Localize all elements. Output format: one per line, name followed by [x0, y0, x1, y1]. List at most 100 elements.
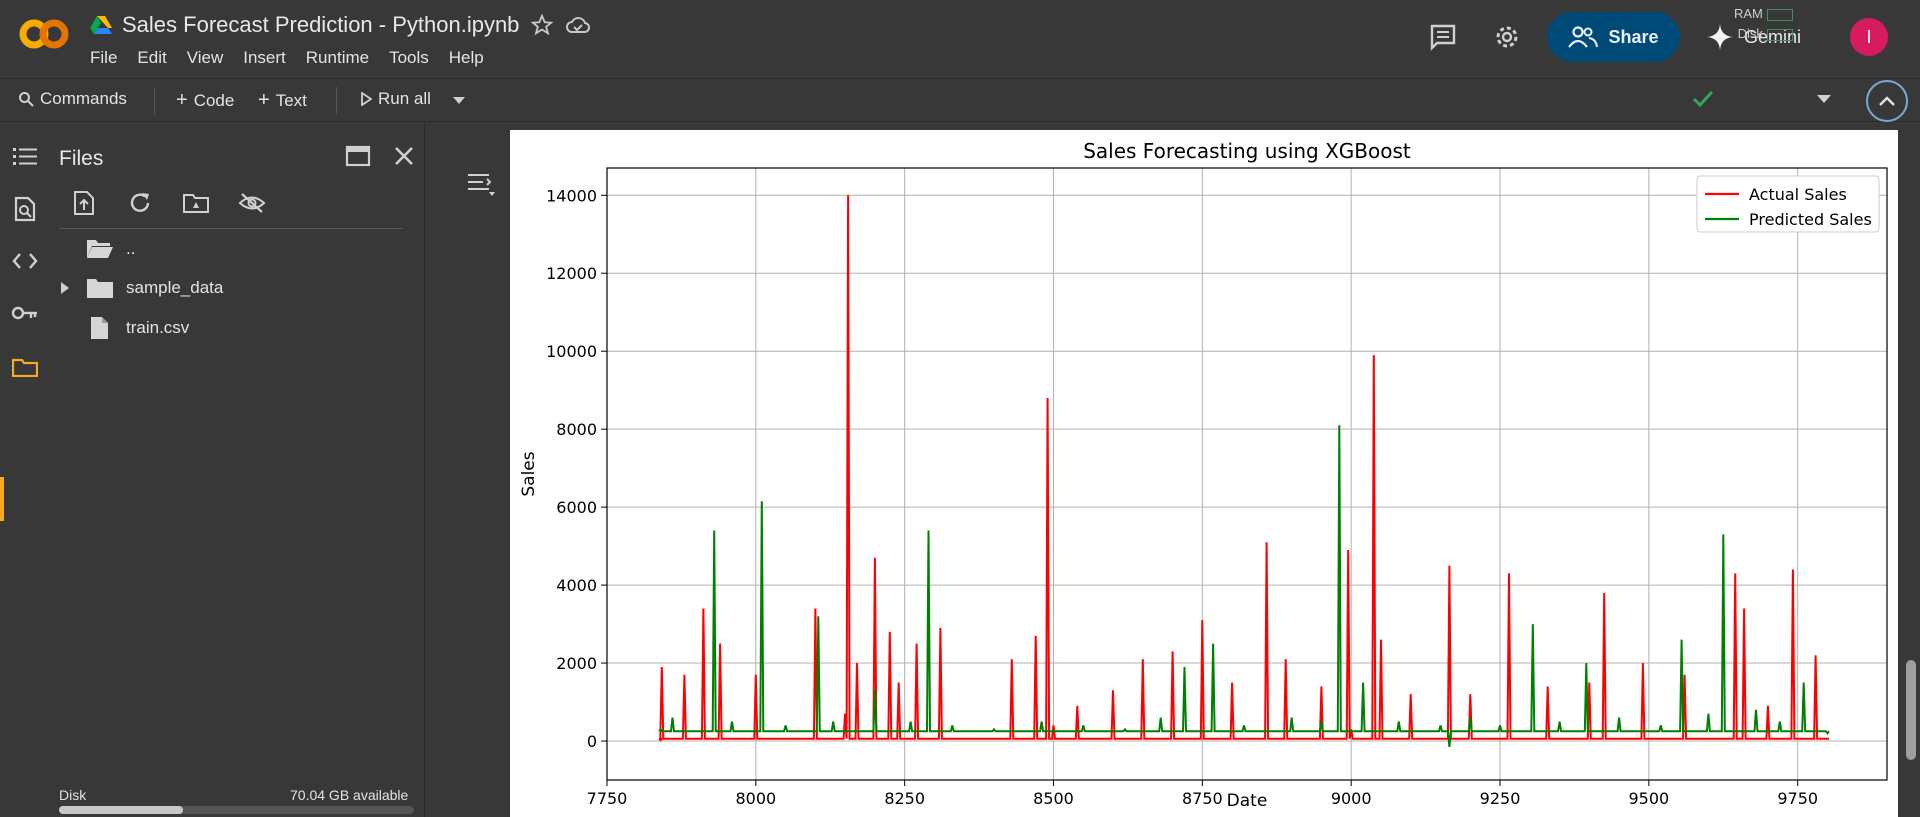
sales-forecast-chart: 7750 8000 8250 8500 8750 9000 9250 9500 9750 0 200… — [519, 139, 1888, 811]
y-tick-label: 0 — [587, 732, 597, 751]
menu-bar: File Edit View Insert Runtime Tools Help — [90, 48, 484, 68]
file-name: .. — [126, 239, 136, 258]
file-name: train.csv — [126, 318, 190, 337]
find-replace-icon[interactable] — [10, 194, 40, 224]
hide-files-icon[interactable] — [236, 187, 268, 219]
y-tick-label: 4000 — [556, 576, 597, 595]
refresh-icon[interactable] — [124, 187, 156, 219]
share-button[interactable]: Share — [1547, 12, 1680, 62]
gear-icon[interactable] — [1492, 22, 1522, 52]
commands-button[interactable]: Commands — [18, 89, 127, 109]
sparkle-icon — [1707, 24, 1733, 50]
resource-meter[interactable]: RAM Disk — [1734, 4, 1793, 44]
menu-tools[interactable]: Tools — [389, 48, 429, 67]
menu-insert[interactable]: Insert — [243, 48, 286, 67]
header: Sales Forecast Prediction - Python.ipynb… — [0, 0, 1920, 78]
run-all-button[interactable]: Run all — [360, 89, 431, 109]
y-tick-label: 12000 — [546, 264, 597, 283]
folder-icon — [87, 279, 113, 298]
x-tick-label: 9250 — [1480, 789, 1521, 808]
files-panel-title: Files — [59, 147, 104, 170]
series-line-actual — [658, 195, 1829, 742]
share-label: Share — [1608, 26, 1659, 47]
disk-available: 70.04 GB available — [290, 787, 409, 803]
notebook-title[interactable]: Sales Forecast Prediction - Python.ipynb — [122, 12, 520, 37]
title-row: Sales Forecast Prediction - Python.ipynb — [90, 12, 591, 38]
plus-icon: + — [176, 89, 188, 111]
files-panel: Files .. sample_data — [48, 122, 425, 817]
y-axis-label: Sales — [519, 451, 539, 496]
chevron-right-icon[interactable] — [58, 281, 72, 295]
cloud-saved-icon[interactable] — [565, 12, 591, 38]
menu-help[interactable]: Help — [448, 48, 484, 67]
list-item[interactable]: sample_data — [58, 272, 223, 304]
gemini-label: Gemini — [1744, 26, 1802, 47]
close-icon[interactable] — [390, 142, 418, 170]
run-all-label: Run all — [378, 89, 431, 108]
plot-frame — [606, 167, 1888, 781]
x-tick-label: 7750 — [587, 789, 628, 808]
code-label: Code — [193, 90, 235, 110]
y-tick-label: 10000 — [546, 342, 597, 361]
gemini-button[interactable]: Gemini — [1706, 20, 1801, 54]
avatar[interactable]: I — [1850, 18, 1888, 56]
table-of-contents-icon[interactable] — [10, 142, 40, 172]
add-text-button[interactable]: + Text — [258, 89, 307, 112]
notebook-scrollbar[interactable] — [1906, 660, 1916, 760]
file-icon — [91, 317, 108, 339]
files-divider — [59, 228, 403, 229]
folder-icon[interactable] — [10, 352, 40, 382]
menu-edit[interactable]: Edit — [137, 48, 167, 67]
disk-usage-bar — [59, 806, 414, 814]
code-snippets-icon[interactable] — [10, 246, 40, 276]
list-item[interactable]: train.csv — [86, 312, 189, 344]
legend-label: Actual Sales — [1749, 185, 1847, 204]
add-code-button[interactable]: + Code — [176, 89, 234, 112]
disk-meter-label: Disk — [1737, 26, 1763, 41]
x-tick-label: 9750 — [1777, 789, 1818, 808]
cell-output-plot: 7750 8000 8250 8500 8750 9000 9250 9500 9750 0 200… — [510, 130, 1898, 817]
output-options-icon[interactable] — [465, 168, 495, 198]
star-icon[interactable] — [529, 12, 555, 38]
google-drive-icon[interactable] — [90, 15, 112, 35]
search-icon — [19, 92, 34, 107]
disk-usage-fill — [59, 806, 184, 814]
legend-box — [1696, 175, 1880, 233]
mount-drive-icon[interactable] — [180, 187, 212, 219]
y-tick-label: 6000 — [556, 498, 597, 517]
plus-icon: + — [258, 89, 270, 111]
upload-file-icon[interactable] — [68, 187, 100, 219]
x-tick-label: 8250 — [884, 789, 925, 808]
menu-runtime[interactable]: Runtime — [305, 48, 370, 67]
menu-view[interactable]: View — [186, 48, 224, 67]
toolbar: Commands + Code + Text Run all — [0, 78, 1920, 122]
toolbar-divider — [154, 87, 155, 115]
x-axis-label: Date — [1227, 791, 1268, 811]
x-tick-label: 9000 — [1331, 789, 1372, 808]
chevron-down-icon[interactable] — [452, 95, 466, 105]
folder-open-icon — [87, 240, 113, 258]
key-icon[interactable] — [10, 298, 40, 328]
colab-logo-icon[interactable] — [16, 14, 72, 54]
play-icon — [361, 92, 372, 106]
x-tick-label: 8000 — [735, 789, 776, 808]
collapse-header-button[interactable] — [1866, 80, 1908, 122]
side-icon-strip — [0, 122, 48, 817]
disk-label: Disk — [59, 787, 87, 803]
chevron-down-icon[interactable] — [1815, 92, 1833, 106]
check-icon — [1692, 90, 1714, 108]
open-in-window-icon[interactable] — [344, 142, 372, 170]
files-toolbar — [68, 187, 268, 219]
list-item[interactable]: .. — [86, 233, 135, 265]
series-line-predicted — [658, 425, 1830, 747]
y-tick-label: 2000 — [556, 654, 597, 673]
chart-title: Sales Forecasting using XGBoost — [1083, 139, 1411, 163]
y-tick-label: 14000 — [546, 186, 597, 205]
comment-icon[interactable] — [1428, 22, 1458, 52]
disk-meter — [1766, 28, 1793, 41]
legend-label: Predicted Sales — [1749, 210, 1872, 229]
ram-label: RAM — [1734, 6, 1763, 21]
text-label: Text — [275, 90, 307, 110]
menu-file[interactable]: File — [90, 48, 118, 67]
